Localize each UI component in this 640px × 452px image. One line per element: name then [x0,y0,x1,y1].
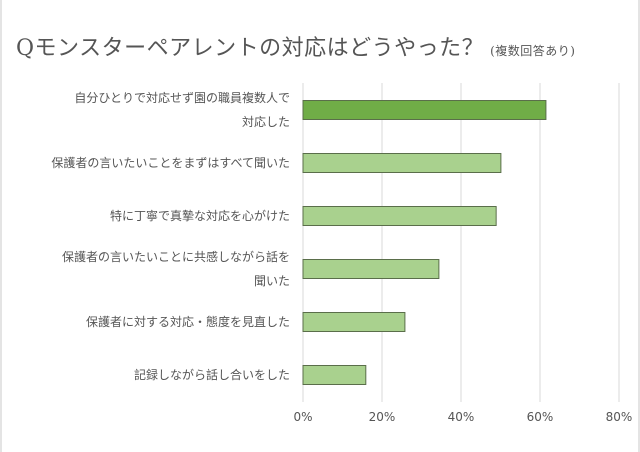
category-label: 自分ひとりで対応せず園の職員複数人で 対応した [74,91,290,129]
category-label: 記録しながら話し合いをした [133,368,290,382]
x-tick-label: 0% [293,410,313,424]
x-tick-label: 20% [368,410,396,424]
category-label: 保護者の言いたいことをまずはすべて聞いた [51,156,290,170]
chart-title: Qモンスターペアレントの対応はどうやった？ (複数回答あり) [16,30,575,62]
category-label: 特に丁寧で真摯な対応を心がけた [109,209,290,223]
bar [302,153,502,173]
x-tick-label: 40% [447,410,475,424]
bar [302,312,406,332]
bar [302,206,497,226]
x-tick-label: 60% [526,410,554,424]
x-tick-label: 80% [605,410,633,424]
bar [302,365,367,385]
bar [302,100,547,120]
title-text: Qモンスターペアレントの対応はどうやった？ [16,36,485,61]
title-subtitle: (複数回答あり) [490,44,576,58]
category-label: 保護者に対する対応・態度を見直した [85,315,290,329]
category-label: 保護者の言いたいことに共感しながら話を 聞いた [61,250,290,288]
bar [302,259,440,279]
